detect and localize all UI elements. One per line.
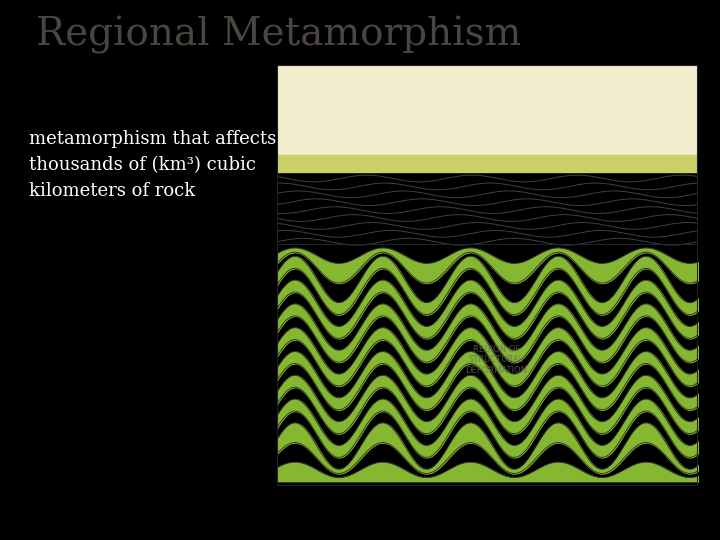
Text: Regional Metamorphism: Regional Metamorphism [36,16,521,54]
Text: REGION OF
STRUCTURAL
DEFORMATION: REGION OF STRUCTURAL DEFORMATION [465,345,527,375]
Bar [277,65,698,158]
Text: metamorphism that affects
thousands of (km³) cubic
kilometers of rock: metamorphism that affects thousands of (… [29,130,276,200]
Bar [277,156,698,172]
